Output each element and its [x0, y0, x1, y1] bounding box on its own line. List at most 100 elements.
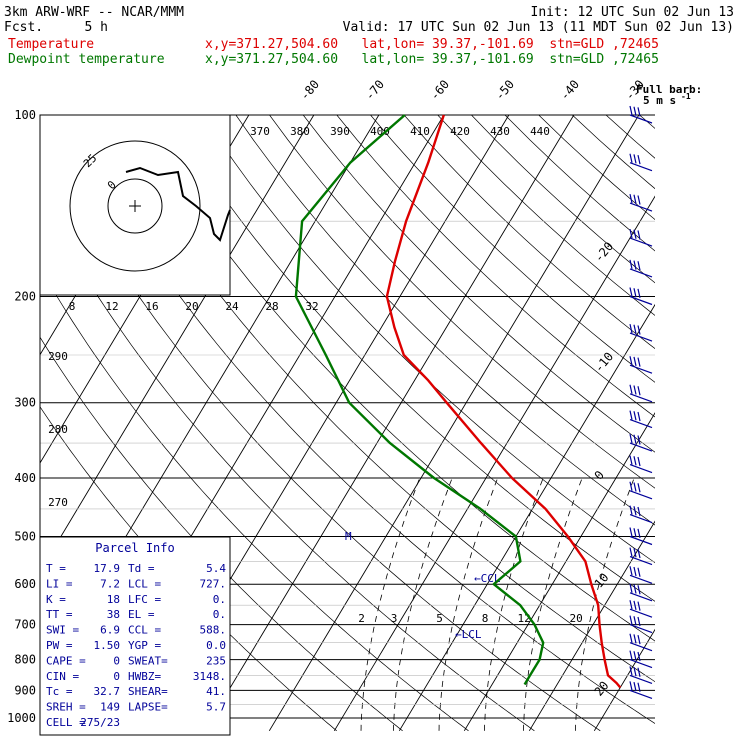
- theta-tick-label: 400: [370, 125, 390, 138]
- dewpoint-trace: [294, 114, 545, 686]
- isotherm-line: [268, 115, 640, 732]
- hodograph-inset: 025: [39, 114, 231, 296]
- wind-barb-flag: [637, 288, 641, 299]
- wind-barb-staff: [629, 674, 653, 684]
- parcel-param-value: 41.: [206, 685, 226, 698]
- theta-tick-label: 370: [250, 125, 270, 138]
- wind-barb-staff: [629, 442, 653, 452]
- wind-barb-flag: [637, 506, 641, 517]
- pressure-tick-label: 400: [14, 471, 36, 485]
- pressure-tick-label: 900: [14, 683, 36, 697]
- temperature-tick-label: -70: [362, 77, 387, 103]
- wind-barb-flag: [629, 615, 633, 625]
- parcel-param-label: CELL =: [46, 716, 86, 729]
- header: 3km ARW-WRF -- NCAR/MMM Init: 12 UTC Sun…: [4, 5, 734, 67]
- wind-barb-staff: [629, 114, 653, 124]
- theta-tick-label: 430: [490, 125, 510, 138]
- wind-barb-staff: [629, 659, 653, 669]
- parcel-param-value: 0: [113, 670, 120, 683]
- wind-barb-staff: [629, 490, 653, 500]
- parcel-param-value: 5.4: [206, 562, 226, 575]
- isotherm-line: [463, 412, 655, 732]
- wind-barb-flag: [633, 324, 637, 334]
- wind-barb-flag: [629, 356, 633, 366]
- mixing-ratio-label: 5: [436, 612, 443, 625]
- theta-tick-label: 420: [450, 125, 470, 138]
- wind-barb: [629, 566, 653, 584]
- wind-barb-flag: [637, 667, 641, 677]
- lcl-marker: ←LCL: [455, 628, 482, 641]
- dry-adiabat-line: [571, 115, 655, 190]
- wind-barb-flag: [633, 634, 637, 644]
- mixing-ratio-label: 20: [569, 612, 582, 625]
- hodograph-speed-label: 32: [305, 300, 318, 313]
- wind-barb: [629, 384, 653, 403]
- wind-barb-flag: [637, 154, 641, 165]
- wind-barb-staff: [629, 237, 653, 247]
- wind-barb-staff: [629, 162, 653, 172]
- wind-barb-flag: [633, 411, 637, 421]
- isotherm-line: [0, 87, 5, 730]
- parcel-param-value: 235: [206, 654, 226, 667]
- dry-adiabat-line: [639, 115, 655, 129]
- wind-barb-flag: [637, 195, 641, 205]
- wind-barb-flag: [633, 106, 637, 116]
- pressure-tick-label: 100: [14, 108, 36, 122]
- wind-barb-flag: [637, 483, 641, 493]
- pressure-tick-label: 500: [14, 530, 36, 544]
- wind-barb-flag: [629, 600, 633, 610]
- wind-barb-flag: [629, 547, 633, 557]
- dry-adiabat-line: [504, 115, 655, 252]
- dry-adiabat-line: [403, 115, 655, 350]
- parcel-info-title: Parcel Info: [95, 541, 174, 555]
- hodograph-speed-label: 20: [185, 300, 198, 313]
- pressure-tick-label: 300: [14, 396, 36, 410]
- wind-barb: [629, 681, 653, 699]
- isotherm-line: [528, 520, 655, 732]
- isotherm-line: [398, 303, 655, 732]
- parcel-param-label: LCL =: [128, 577, 161, 590]
- wind-barb: [629, 193, 653, 212]
- init-time: Init: 12 UTC Sun 02 Jun 13: [531, 5, 735, 20]
- wind-barb-flag: [629, 633, 633, 643]
- parcel-param-value: 5.7: [206, 701, 226, 714]
- wind-barb-flag: [637, 325, 641, 335]
- wind-barb-flag: [629, 681, 633, 691]
- parcel-param-value: 7.2: [100, 577, 120, 590]
- hodograph-ring-inner: [107, 178, 163, 234]
- theta-tick-label: 390: [330, 125, 350, 138]
- wind-barb-flag: [637, 585, 641, 595]
- isotherm-line: [593, 628, 655, 732]
- temperature-tick-label: 20: [592, 679, 612, 699]
- wind-barb-staff: [629, 393, 653, 403]
- wind-barb-flag: [637, 261, 641, 271]
- parcel-param-label: LFC =: [128, 593, 161, 606]
- parcel-param-value: 38: [107, 608, 120, 621]
- wind-barb-flag: [629, 566, 633, 576]
- pressure-tick-label: 200: [14, 290, 36, 304]
- wind-barb-staff: [629, 535, 653, 546]
- wind-barb-flag: [633, 548, 637, 558]
- temperature-tick-label: -80: [297, 77, 322, 103]
- temperature-tick-label: -20: [592, 239, 617, 265]
- dry-adiabat-line: [470, 115, 655, 284]
- wind-barb-flag: [637, 651, 641, 662]
- wind-barb-flag: [629, 153, 633, 163]
- wind-barb-flag: [629, 287, 633, 297]
- parcel-param-value: 0: [113, 654, 120, 667]
- parcel-param-label: SWEAT=: [128, 654, 168, 667]
- wind-barb: [629, 455, 653, 474]
- wind-barb: [629, 153, 653, 172]
- wind-barb-flag: [637, 456, 641, 467]
- mixing-ratio-label: 2: [358, 612, 365, 625]
- parcel-info-frame: [39, 536, 231, 736]
- wind-barb-flag: [637, 107, 641, 117]
- marker-m: M: [345, 530, 352, 543]
- barb-legend: Full barb: 5 m s -1: [636, 83, 702, 107]
- parcel-param-label: CCL =: [128, 624, 161, 637]
- wind-barb-staff: [629, 364, 653, 374]
- parcel-param-label: SHEAR=: [128, 685, 168, 698]
- mixing-ratio-label: 3: [391, 612, 398, 625]
- parcel-param-label: LAPSE=: [128, 701, 168, 714]
